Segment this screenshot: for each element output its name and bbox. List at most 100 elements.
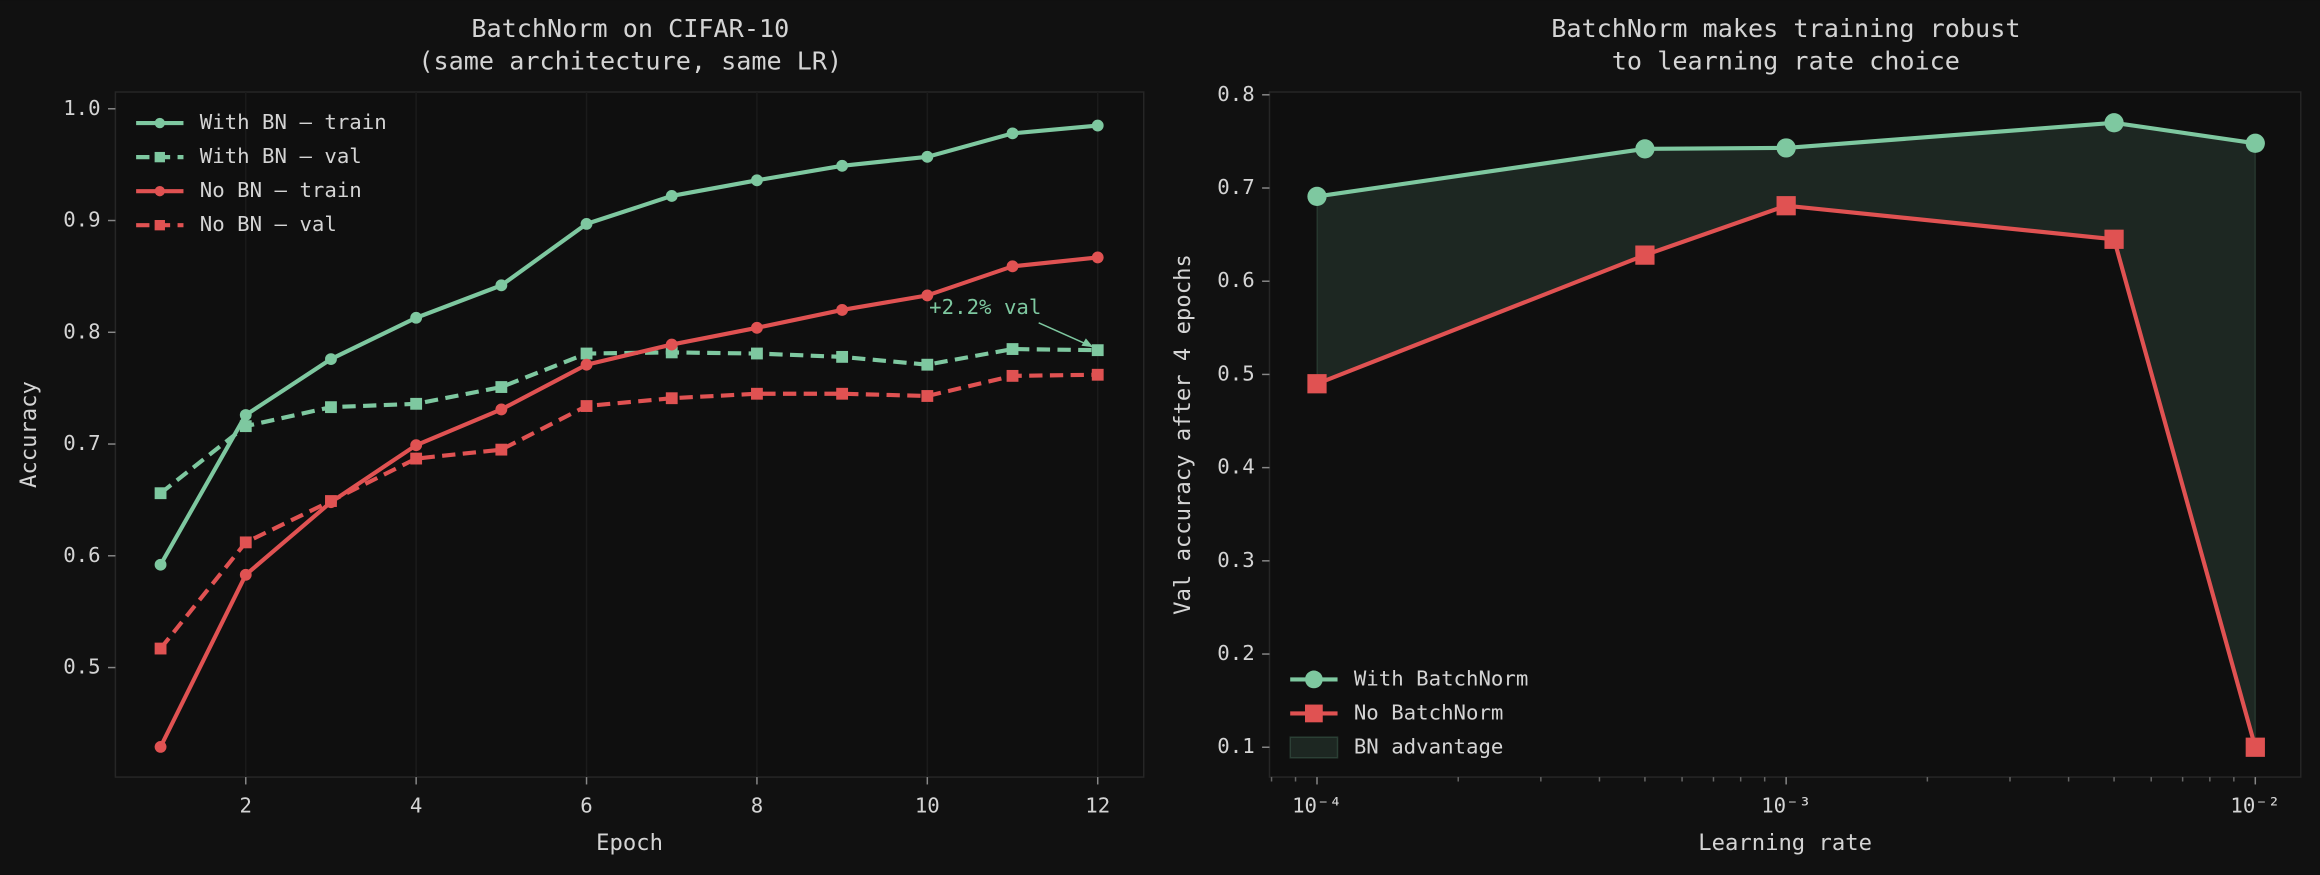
point: [836, 387, 849, 400]
point: [2104, 229, 2124, 249]
x-tick-label: 10: [915, 794, 940, 818]
point: [836, 159, 849, 172]
point: [410, 452, 423, 465]
series-line: [158, 123, 1098, 566]
point: [239, 568, 252, 581]
x-tick-label: 10⁻²: [2230, 794, 2280, 818]
chart-title: BatchNorm on CIFAR-10: [471, 14, 789, 43]
point: [751, 347, 763, 360]
point: [1006, 369, 1019, 382]
point: [495, 381, 508, 393]
point: [751, 321, 763, 334]
point: [495, 279, 508, 292]
point: [325, 401, 337, 414]
x-tick-label: 8: [751, 794, 763, 818]
point: [2104, 113, 2124, 133]
point: [154, 558, 167, 571]
point: [239, 420, 252, 433]
point: [921, 358, 934, 371]
y-tick-label: 0.8: [1217, 82, 1254, 106]
point: [239, 409, 252, 421]
point: [751, 174, 763, 187]
point: [665, 338, 678, 351]
point: [325, 495, 337, 507]
point: [495, 403, 508, 416]
point: [154, 487, 167, 500]
point: [1635, 245, 1655, 265]
point: [410, 439, 423, 452]
legend-marker: [154, 151, 165, 163]
point: [325, 353, 337, 366]
legend-swatch: [1289, 736, 1339, 759]
y-tick-label: 0.7: [1217, 175, 1254, 199]
y-tick-label: 1.0: [63, 96, 100, 120]
legend-label: No BN — val: [200, 212, 337, 236]
legend-marker: [1305, 670, 1323, 689]
point: [1091, 251, 1104, 264]
point: [2245, 737, 2265, 757]
chart-title: BatchNorm makes training robust: [1551, 14, 2020, 43]
point: [665, 190, 678, 202]
y-tick-label: 0.3: [1217, 548, 1254, 572]
legend-label: With BN — val: [200, 144, 362, 168]
point: [410, 397, 423, 410]
point: [410, 311, 423, 324]
point: [836, 350, 849, 363]
point: [154, 642, 167, 655]
legend-label: BN advantage: [1354, 734, 1504, 758]
point: [751, 387, 763, 400]
point: [1091, 119, 1104, 132]
point: [1091, 344, 1104, 357]
legend-marker: [154, 220, 165, 231]
point: [580, 358, 593, 371]
x-tick-label: 4: [410, 794, 422, 818]
legend-label: With BN — train: [200, 110, 387, 134]
y-tick-label: 0.7: [63, 431, 100, 455]
series-line: [158, 255, 1098, 748]
legend-marker: [154, 185, 165, 197]
y-tick-label: 0.5: [1217, 361, 1254, 385]
y-tick-label: 0.6: [1217, 268, 1254, 292]
y-tick-label: 0.5: [63, 655, 100, 679]
point: [580, 400, 593, 412]
x-tick-label: 12: [1085, 794, 1110, 818]
x-tick-label: 6: [580, 794, 592, 818]
y-axis-label: Accuracy: [16, 381, 42, 488]
point: [665, 392, 678, 405]
y-axis-label: Val accuracy after 4 epochs: [1170, 254, 1196, 615]
series-line: [158, 372, 1098, 650]
point: [836, 304, 849, 316]
point: [1006, 343, 1019, 355]
point: [1006, 127, 1019, 140]
x-tick-label: 10⁻⁴: [1292, 794, 1342, 818]
y-tick-label: 0.9: [63, 208, 100, 232]
legend-marker: [1305, 704, 1323, 723]
y-tick-label: 0.2: [1217, 641, 1254, 665]
x-axis-label: Epoch: [596, 830, 663, 856]
point: [1776, 138, 1796, 158]
annotation: +2.2% val: [929, 295, 1041, 319]
point: [580, 347, 593, 360]
point: [921, 150, 934, 163]
x-axis-label: Learning rate: [1698, 830, 1872, 856]
point: [1307, 374, 1327, 394]
point: [921, 289, 934, 302]
y-tick-label: 0.8: [63, 319, 100, 343]
legend-label: No BN — train: [200, 178, 362, 202]
chart-title: to learning rate choice: [1612, 46, 1960, 75]
point: [1776, 196, 1796, 216]
point: [154, 740, 167, 753]
point: [580, 217, 593, 230]
point: [1006, 260, 1019, 273]
plot-area: [114, 91, 1145, 778]
point: [1307, 186, 1327, 207]
legend-label: With BatchNorm: [1354, 666, 1529, 690]
legend-label: No BatchNorm: [1354, 700, 1504, 724]
y-tick-label: 0.1: [1217, 734, 1254, 758]
arrow-head: [1081, 338, 1094, 348]
point: [1091, 368, 1104, 381]
point: [2245, 133, 2265, 153]
legend-marker: [154, 117, 165, 129]
